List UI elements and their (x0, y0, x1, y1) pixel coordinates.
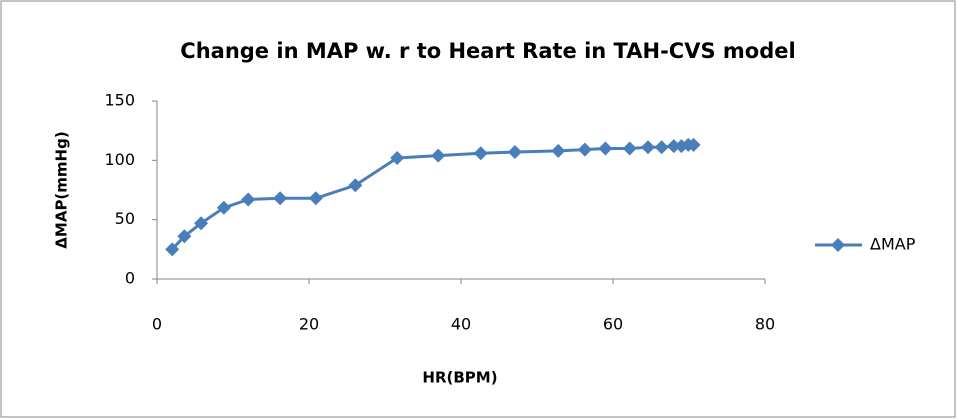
data-point (348, 178, 363, 193)
data-point (273, 191, 288, 206)
data-point (551, 143, 566, 158)
data-point (165, 242, 180, 257)
x-tick-label: 0 (152, 315, 162, 334)
data-point (177, 229, 192, 244)
data-point (598, 141, 613, 156)
x-tick-label: 20 (299, 315, 319, 334)
y-tick-label: 50 (115, 209, 135, 228)
chart-title: Change in MAP w. r to Heart Rate in TAH-… (180, 39, 795, 63)
data-point (194, 216, 209, 231)
x-tick-label: 80 (755, 315, 775, 334)
data-point (622, 141, 637, 156)
data-point (686, 137, 701, 152)
data-point (507, 145, 522, 160)
data-point (577, 142, 592, 157)
data-point (390, 150, 405, 165)
x-tick-label: 60 (603, 315, 623, 334)
x-axis-title: HR(BPM) (422, 369, 497, 387)
data-point (241, 192, 256, 207)
data-point (216, 200, 231, 215)
y-axis-title: ΔMAP(mmHg) (53, 131, 71, 248)
data-point (308, 191, 323, 206)
y-tick-label: 0 (125, 269, 135, 288)
data-point (666, 139, 681, 154)
x-tick-label: 40 (451, 315, 471, 334)
data-point (431, 148, 446, 163)
y-tick-label: 100 (104, 150, 135, 169)
data-point (640, 140, 655, 155)
legend-marker (831, 238, 845, 252)
legend-label: ΔMAP (870, 235, 916, 254)
data-point (473, 146, 488, 161)
data-point (654, 140, 669, 155)
y-tick-label: 150 (104, 91, 135, 110)
